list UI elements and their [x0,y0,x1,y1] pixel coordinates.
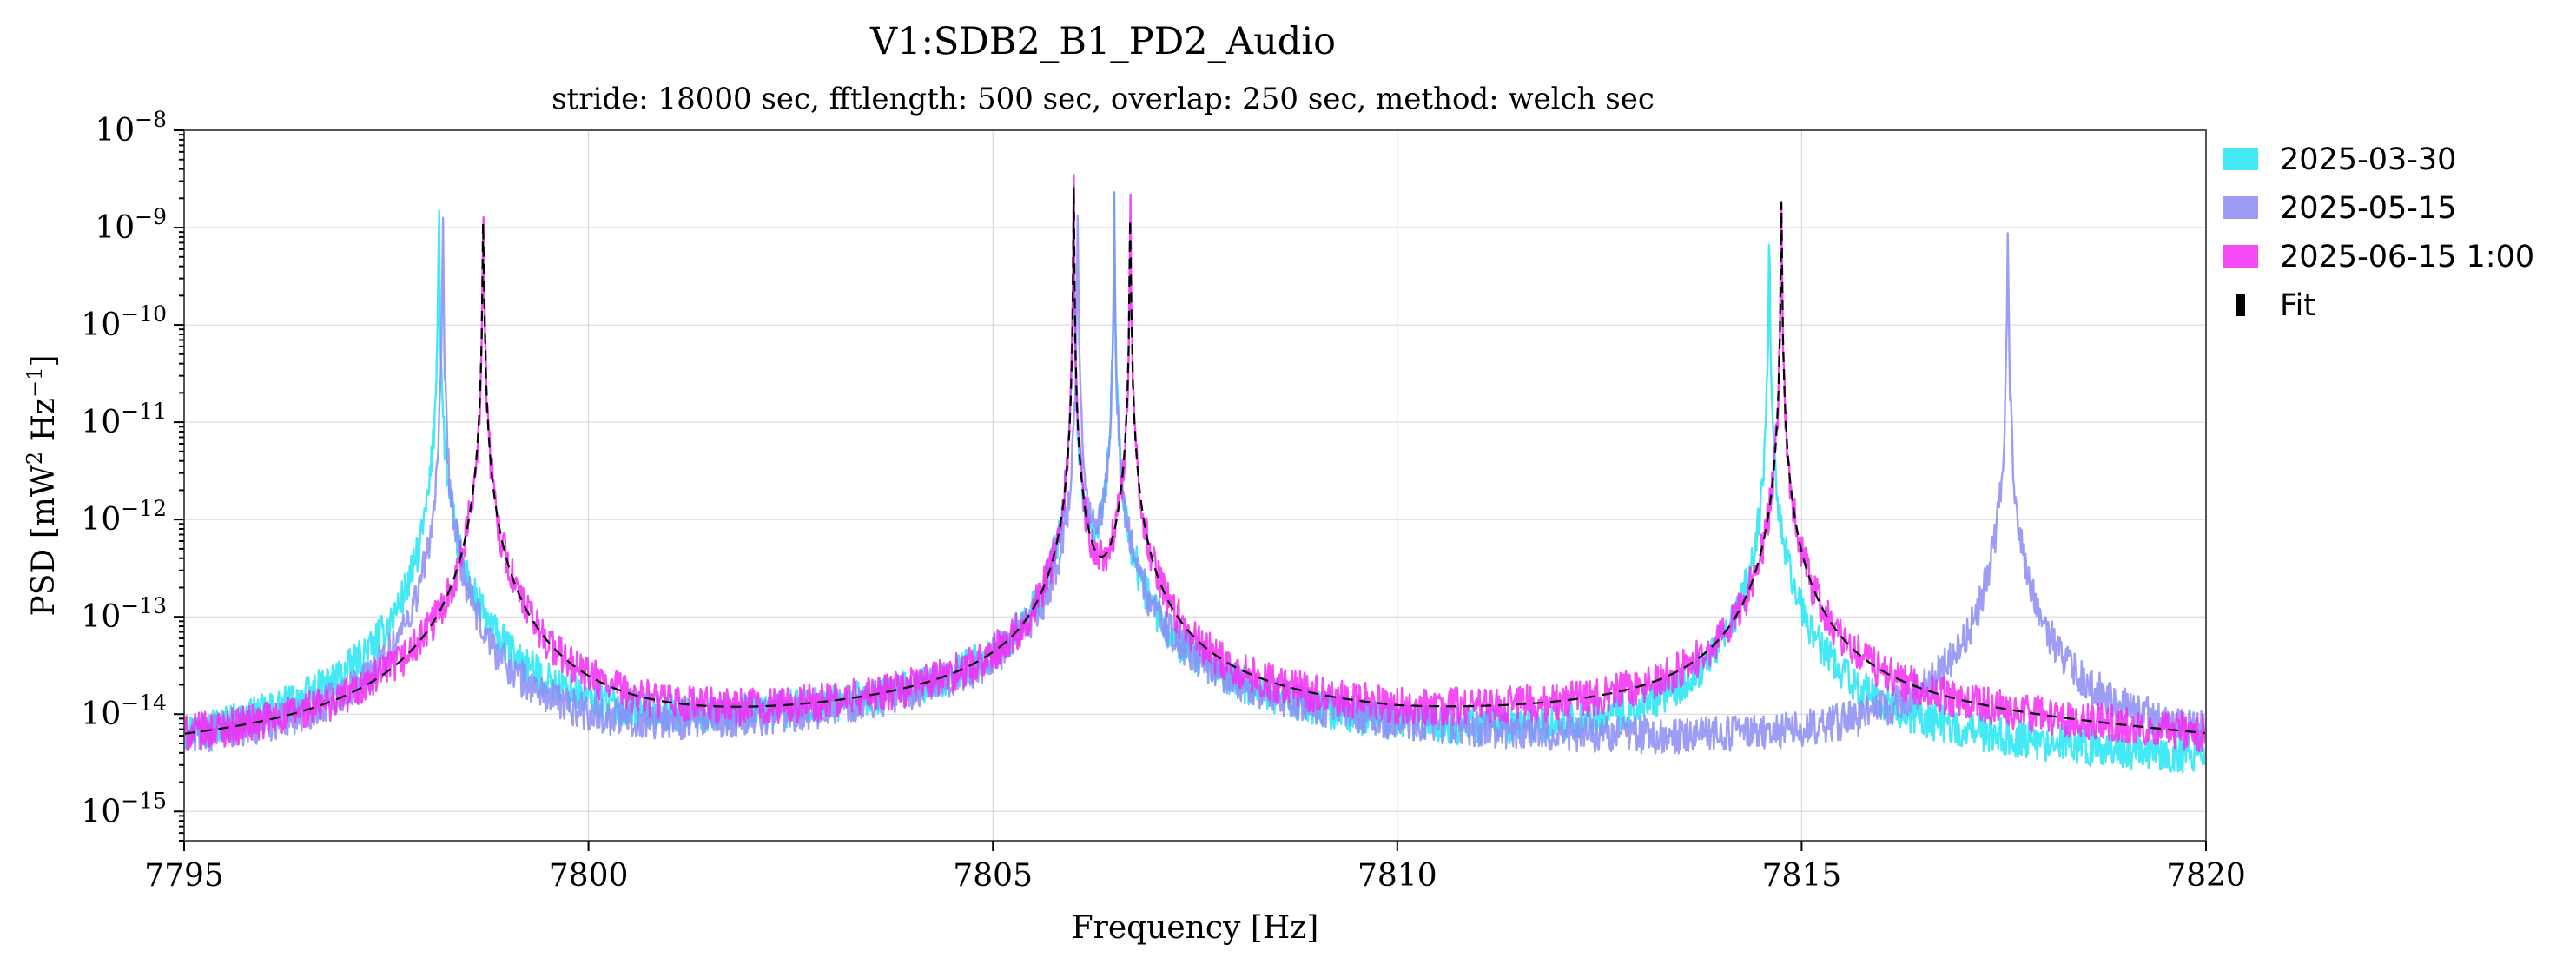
x-tick-label: 7805 [953,858,1033,894]
y-tick-exp: −10 [121,301,167,327]
grid [183,129,2207,841]
legend-label: 2025-05-15 [2280,191,2456,226]
y-tick-base: 10 [81,307,121,343]
series-line [184,186,2206,735]
y-tick-base: 10 [95,113,135,149]
legend-label: 2025-03-30 [2280,142,2456,177]
plot-frame [183,129,2207,842]
chart-subtitle: stride: 18000 sec, fftlength: 500 sec, o… [552,82,1655,116]
y-tick-base: 10 [81,697,121,732]
y-tick-base: 10 [95,210,135,246]
y-tick-base: 10 [81,794,121,829]
y-tick-exp: −12 [121,496,167,521]
y-tick-exp: −14 [121,690,167,716]
y-tick-exp: −11 [121,399,167,424]
y-label-sup2: −1 [23,367,47,398]
legend-label: 2025-06-15 1:00 [2280,240,2534,274]
x-tick-label: 7800 [549,858,629,894]
y-tick-exp: −15 [121,788,167,813]
legend-swatch [2223,196,2258,219]
y-tick-label: 10−12 [81,496,167,538]
y-tick-label: 10−9 [95,204,167,246]
y-axis-label: PSD [mW2 Hz−1] [23,355,62,617]
y-tick-base: 10 [81,502,121,538]
legend-swatch [2236,294,2245,316]
series-line [184,174,2206,753]
y-tick-exp: −13 [121,593,167,618]
legend-swatch [2223,148,2258,170]
legend: 2025-03-30 2025-05-15 2025-06-15 1:00 Fit [2223,142,2534,323]
chart-title: V1:SDB2_B1_PD2_Audio [869,20,1336,63]
y-tick-label: 10−13 [81,593,167,635]
y-label-sup1: 2 [23,452,47,465]
x-tick-label: 7820 [2166,858,2246,894]
x-tick-label: 7810 [1357,858,1437,894]
y-tick-label: 10−8 [95,107,167,149]
y-label-main: PSD [mW [26,465,62,616]
y-label-end: ] [26,355,62,367]
x-axis-label: Frequency [Hz] [1072,910,1319,946]
y-tick-exp: −9 [135,204,167,229]
x-tick-label: 7815 [1762,858,1842,894]
x-tick-label: 7795 [144,858,224,894]
y-tick-base: 10 [81,405,121,440]
y-tick-exp: −8 [135,107,167,132]
series-lines [184,174,2206,774]
y-tick-label: 10−15 [81,788,167,829]
series-line [184,191,2206,755]
y-label-mid: Hz [26,398,62,452]
y-tick-label: 10−10 [81,301,167,343]
y-tick-label: 10−11 [81,399,167,440]
y-tick-base: 10 [81,599,121,635]
legend-label: Fit [2280,288,2315,323]
y-tick-label: 10−14 [81,690,167,732]
legend-swatch [2223,245,2258,268]
x-axis-ticks: 7795 7800 7805 7810 7815 7820 [144,841,2246,894]
